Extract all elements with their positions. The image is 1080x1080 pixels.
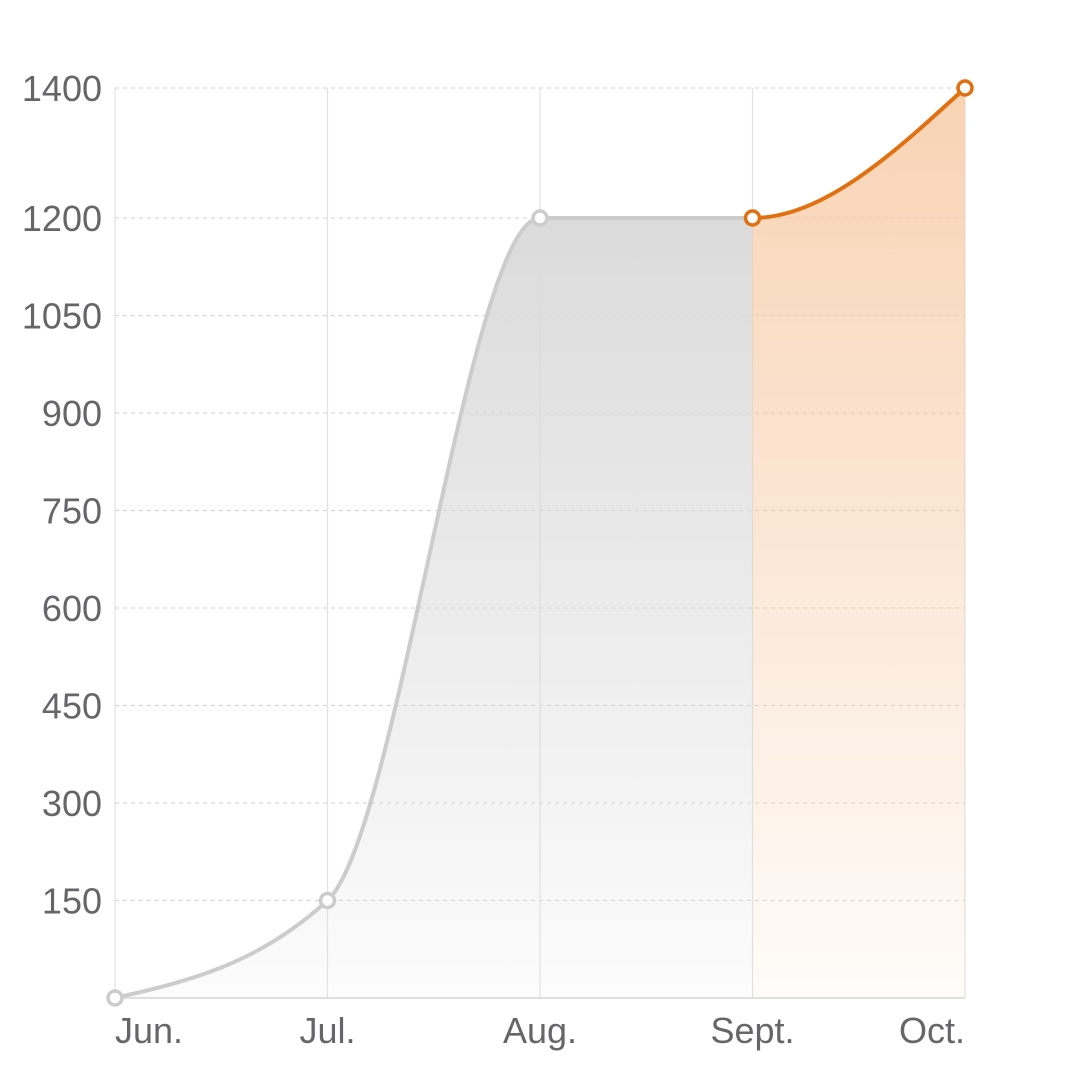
series-line-segment-1 (113, 215, 755, 1000)
y-tick-label: 750 (42, 491, 102, 532)
y-tick-label: 1400 (22, 68, 102, 109)
area-fills (115, 88, 965, 998)
data-point-1 (318, 891, 337, 910)
area-fill-segment-2 (752, 88, 965, 998)
x-axis-ticks: Jun. Jul. Aug. Sept. Oct. (115, 1010, 965, 1051)
area-fill-segment-1 (115, 218, 753, 998)
x-tick-label: Aug. (503, 1010, 577, 1051)
series-lines (113, 86, 967, 1000)
x-tick-label: Oct. (899, 1010, 965, 1051)
x-tick-label: Sept. (710, 1010, 794, 1051)
data-points (106, 79, 974, 1007)
data-point-2 (531, 209, 549, 227)
data-point-3 (743, 209, 762, 227)
x-tick-label: Jun. (115, 1010, 183, 1051)
x-tick-label: Jul. (299, 1010, 355, 1051)
y-tick-label: 450 (42, 686, 102, 727)
data-point-0 (106, 989, 124, 1007)
y-axis-ticks: 150 300 450 600 750 900 1050 1200 1400 (22, 68, 102, 922)
data-point-4 (956, 79, 974, 97)
series-line-segment-2 (750, 86, 967, 220)
y-tick-label: 1200 (22, 198, 102, 239)
y-tick-label: 150 (42, 881, 102, 922)
y-tick-label: 300 (42, 783, 102, 824)
y-tick-label: 1050 (22, 296, 102, 337)
y-tick-label: 900 (42, 393, 102, 434)
y-tick-label: 600 (42, 588, 102, 629)
